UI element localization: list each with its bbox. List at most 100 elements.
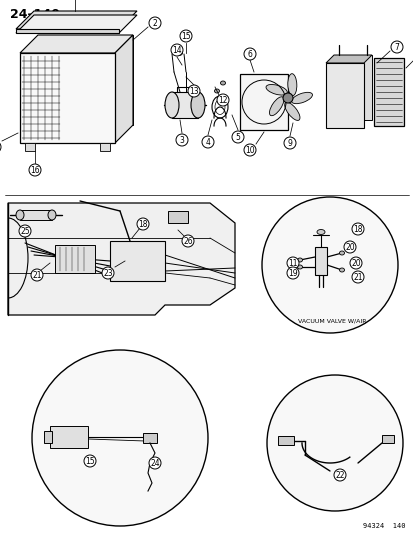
Polygon shape: [20, 35, 133, 53]
Ellipse shape: [297, 258, 302, 262]
Text: 10: 10: [244, 146, 254, 155]
Bar: [314, 247, 326, 275]
Text: 4: 4: [205, 138, 210, 147]
Text: 25: 25: [20, 227, 30, 236]
Bar: [44, 431, 52, 443]
Text: VACUUM VALVE W/AIR: VACUUM VALVE W/AIR: [297, 319, 366, 324]
Text: 94324  140: 94324 140: [363, 523, 405, 529]
Ellipse shape: [316, 230, 324, 235]
Circle shape: [171, 44, 183, 56]
Circle shape: [282, 93, 292, 103]
Bar: [171, 92, 197, 118]
Ellipse shape: [297, 265, 302, 269]
Bar: [240, 74, 287, 130]
Circle shape: [283, 137, 295, 149]
Ellipse shape: [339, 251, 344, 255]
Circle shape: [390, 41, 402, 53]
Ellipse shape: [220, 81, 225, 85]
Text: 9: 9: [287, 139, 292, 148]
Ellipse shape: [190, 92, 204, 118]
Text: 6: 6: [247, 50, 252, 59]
Bar: [168, 211, 188, 223]
Text: 20: 20: [350, 259, 360, 268]
Bar: [50, 426, 88, 448]
Text: 23: 23: [103, 269, 112, 278]
Circle shape: [333, 469, 345, 481]
Circle shape: [343, 241, 355, 253]
Ellipse shape: [48, 210, 56, 220]
Ellipse shape: [269, 97, 283, 116]
Text: 13: 13: [189, 86, 198, 95]
Text: 16: 16: [30, 166, 40, 174]
Text: 22: 22: [335, 471, 344, 480]
Bar: [20, 53, 115, 143]
Bar: [142, 433, 157, 443]
Circle shape: [149, 457, 161, 469]
Polygon shape: [8, 203, 235, 315]
Circle shape: [351, 223, 363, 235]
Circle shape: [231, 131, 243, 143]
Bar: [381, 435, 393, 443]
Circle shape: [286, 257, 298, 269]
Circle shape: [349, 257, 361, 269]
Polygon shape: [38, 35, 133, 125]
Text: 2: 2: [152, 19, 157, 28]
Text: 21: 21: [352, 272, 362, 281]
Ellipse shape: [165, 92, 178, 118]
Text: 7: 7: [394, 43, 399, 52]
Circle shape: [261, 197, 397, 333]
Circle shape: [29, 164, 41, 176]
Circle shape: [266, 375, 402, 511]
Text: 24: 24: [150, 458, 159, 467]
Ellipse shape: [175, 51, 182, 55]
Bar: [373, 58, 403, 126]
Bar: [110, 241, 165, 281]
Polygon shape: [16, 29, 119, 33]
Text: 12: 12: [218, 95, 227, 104]
Bar: [20, 210, 52, 220]
Circle shape: [0, 141, 1, 153]
Circle shape: [286, 267, 298, 279]
Circle shape: [19, 225, 31, 237]
Text: 15: 15: [181, 31, 190, 41]
Circle shape: [243, 144, 255, 156]
Bar: [25, 143, 35, 151]
Circle shape: [202, 136, 214, 148]
Text: 18: 18: [138, 220, 147, 229]
Bar: [277, 436, 293, 445]
Polygon shape: [16, 15, 137, 33]
Circle shape: [102, 267, 114, 279]
Circle shape: [137, 218, 149, 230]
Ellipse shape: [287, 74, 296, 96]
Text: 18: 18: [352, 224, 362, 233]
Text: 24–140: 24–140: [10, 8, 60, 21]
Ellipse shape: [214, 89, 219, 93]
Text: 11: 11: [287, 259, 297, 268]
Circle shape: [188, 85, 199, 97]
Circle shape: [84, 455, 96, 467]
Text: 19: 19: [287, 269, 297, 278]
Bar: [55, 245, 95, 273]
Circle shape: [182, 235, 194, 247]
Text: 15: 15: [85, 456, 95, 465]
Bar: [333, 55, 371, 120]
Polygon shape: [16, 11, 137, 29]
Text: 26: 26: [183, 237, 192, 246]
Text: 20: 20: [344, 243, 354, 252]
Polygon shape: [325, 55, 371, 63]
Circle shape: [32, 350, 207, 526]
Text: 5: 5: [235, 133, 240, 141]
Text: 21: 21: [32, 271, 42, 279]
Circle shape: [176, 134, 188, 146]
Circle shape: [31, 269, 43, 281]
Circle shape: [180, 30, 192, 42]
Ellipse shape: [266, 85, 287, 95]
Ellipse shape: [291, 92, 312, 103]
Circle shape: [243, 48, 255, 60]
Bar: [325, 63, 363, 128]
Ellipse shape: [284, 102, 299, 120]
Circle shape: [351, 271, 363, 283]
Circle shape: [149, 17, 161, 29]
Text: 3: 3: [179, 135, 184, 144]
Circle shape: [216, 94, 228, 106]
